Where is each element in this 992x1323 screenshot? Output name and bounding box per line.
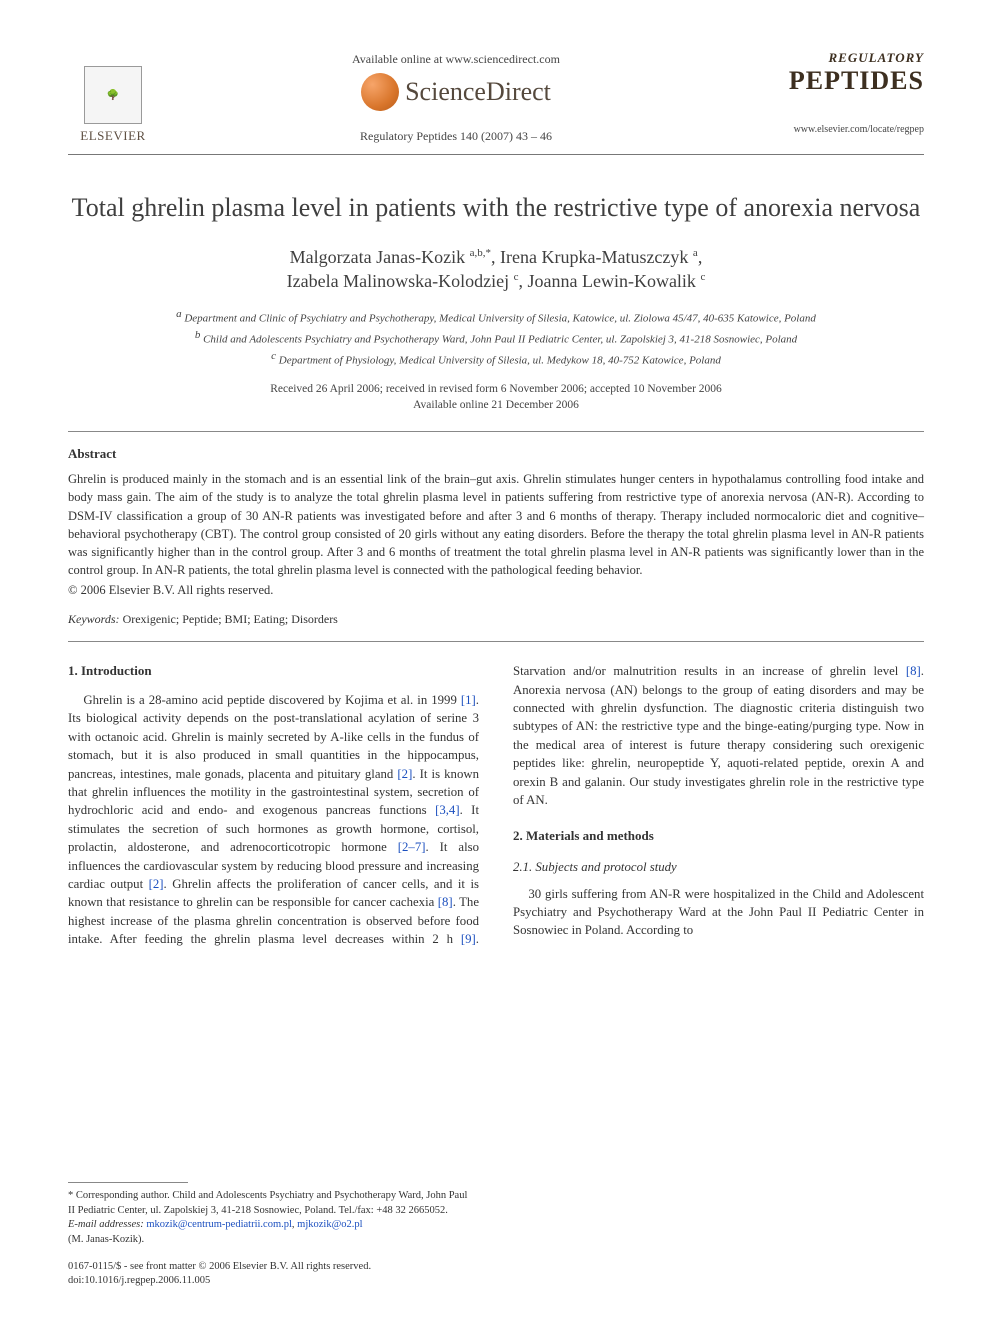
journal-logo-block: REGULATORY PEPTIDES www.elsevier.com/loc… <box>754 50 924 135</box>
publisher-logo-block: 🌳 ELSEVIER <box>68 66 158 144</box>
email-tail: (M. Janas-Kozik). <box>68 1233 468 1248</box>
journal-name-line1: REGULATORY <box>754 50 924 66</box>
header-rule <box>68 154 924 155</box>
doi-line: doi:10.1016/j.regpep.2006.11.005 <box>68 1274 924 1289</box>
online-date: Available online 21 December 2006 <box>68 397 924 413</box>
section-1-heading: 1. Introduction <box>68 662 479 681</box>
publisher-name: ELSEVIER <box>80 128 145 144</box>
received-date: Received 26 April 2006; received in revi… <box>68 381 924 397</box>
abstract-bottom-rule <box>68 641 924 642</box>
keywords: Keywords: Orexigenic; Peptide; BMI; Eati… <box>68 612 924 627</box>
sciencedirect-swoosh-icon <box>361 73 399 111</box>
corresponding-text: * Corresponding author. Child and Adoles… <box>68 1189 468 1218</box>
page-header: 🌳 ELSEVIER Available online at www.scien… <box>68 48 924 144</box>
abstract-heading: Abstract <box>68 446 924 462</box>
sciencedirect-brand: ScienceDirect <box>361 73 551 111</box>
abstract-body: Ghrelin is produced mainly in the stomac… <box>68 470 924 579</box>
corresponding-author-footnote: * Corresponding author. Child and Adoles… <box>68 1189 468 1248</box>
journal-reference: Regulatory Peptides 140 (2007) 43 – 46 <box>360 129 552 144</box>
authors: Malgorzata Janas-Kozik a,b,*, Irena Krup… <box>68 245 924 294</box>
article-title: Total ghrelin plasma level in patients w… <box>68 191 924 225</box>
email-label: E-mail addresses: <box>68 1219 144 1230</box>
footnote-rule <box>68 1182 188 1183</box>
header-center: Available online at www.sciencedirect.co… <box>158 48 754 144</box>
available-online-text: Available online at www.sciencedirect.co… <box>352 52 560 67</box>
email-2[interactable]: mjkozik@o2.pl <box>297 1219 362 1230</box>
keywords-label: Keywords: <box>68 612 120 626</box>
affiliation-b: b Child and Adolescents Psychiatry and P… <box>68 328 924 349</box>
affiliations: a Department and Clinic of Psychiatry an… <box>68 307 924 369</box>
article-body: 1. Introduction Ghrelin is a 28-amino ac… <box>68 662 924 949</box>
page-footer: * Corresponding author. Child and Adoles… <box>68 1164 924 1289</box>
front-matter-line: 0167-0115/$ - see front matter © 2006 El… <box>68 1260 924 1275</box>
section-2-1-heading: 2.1. Subjects and protocol study <box>513 858 924 876</box>
abstract-copyright: © 2006 Elsevier B.V. All rights reserved… <box>68 583 924 598</box>
affiliation-a: a Department and Clinic of Psychiatry an… <box>68 307 924 328</box>
section-2-1-body: 30 girls suffering from AN-R were hospit… <box>513 885 924 940</box>
keywords-text: Orexigenic; Peptide; BMI; Eating; Disord… <box>123 612 338 626</box>
email-1[interactable]: mkozik@centrum-pediatrii.com.pl <box>146 1219 292 1230</box>
affiliation-c: c Department of Physiology, Medical Univ… <box>68 349 924 370</box>
abstract-top-rule <box>68 431 924 432</box>
journal-name-line2: PEPTIDES <box>754 66 924 96</box>
section-2-heading: 2. Materials and methods <box>513 827 924 846</box>
sciencedirect-label: ScienceDirect <box>405 77 551 107</box>
article-dates: Received 26 April 2006; received in revi… <box>68 381 924 413</box>
journal-url: www.elsevier.com/locate/regpep <box>754 124 924 135</box>
elsevier-tree-icon: 🌳 <box>84 66 142 124</box>
email-line: E-mail addresses: mkozik@centrum-pediatr… <box>68 1218 468 1233</box>
